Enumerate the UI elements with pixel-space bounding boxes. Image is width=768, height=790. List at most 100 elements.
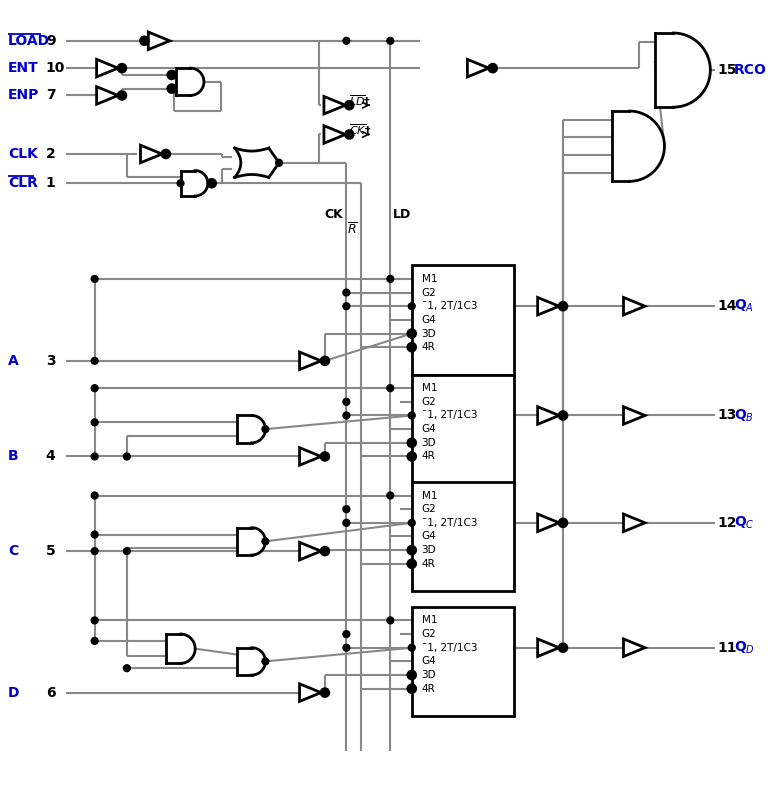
Circle shape — [91, 617, 98, 624]
Circle shape — [387, 385, 394, 392]
Polygon shape — [180, 634, 195, 664]
Bar — [412, 374, 515, 483]
Polygon shape — [237, 416, 252, 443]
Polygon shape — [195, 171, 208, 196]
Text: G2: G2 — [422, 288, 436, 298]
Text: G4: G4 — [422, 656, 436, 667]
Text: 12: 12 — [717, 516, 737, 530]
Polygon shape — [148, 32, 170, 50]
Circle shape — [387, 37, 394, 44]
Polygon shape — [300, 684, 321, 702]
Circle shape — [208, 179, 216, 187]
Text: Q$_B$: Q$_B$ — [733, 408, 753, 423]
Circle shape — [124, 665, 131, 672]
Circle shape — [262, 426, 269, 433]
Text: 4R: 4R — [422, 683, 435, 694]
Circle shape — [118, 64, 126, 72]
Circle shape — [343, 398, 349, 405]
Text: 2: 2 — [46, 147, 55, 161]
Circle shape — [343, 519, 349, 526]
Polygon shape — [468, 59, 489, 77]
Circle shape — [91, 357, 98, 364]
Polygon shape — [166, 634, 180, 664]
Polygon shape — [190, 68, 204, 96]
Text: 4R: 4R — [422, 342, 435, 352]
Polygon shape — [538, 514, 559, 532]
Circle shape — [346, 130, 353, 138]
Text: M1: M1 — [422, 383, 437, 393]
Circle shape — [409, 303, 415, 310]
Circle shape — [559, 644, 567, 652]
Polygon shape — [538, 407, 559, 424]
Text: ¯1, 2T/1C3: ¯1, 2T/1C3 — [422, 411, 477, 420]
Circle shape — [168, 71, 176, 79]
Circle shape — [343, 37, 349, 44]
Circle shape — [408, 672, 415, 679]
Text: 4: 4 — [46, 450, 55, 464]
Polygon shape — [97, 59, 118, 77]
Text: D: D — [8, 686, 19, 700]
Circle shape — [409, 519, 415, 526]
Circle shape — [387, 492, 394, 499]
Text: 11: 11 — [717, 641, 737, 655]
Circle shape — [409, 412, 415, 419]
Text: ¯1, 2T/1C3: ¯1, 2T/1C3 — [422, 643, 477, 653]
Circle shape — [343, 303, 349, 310]
Text: B: B — [8, 450, 18, 464]
Circle shape — [409, 645, 415, 651]
Text: M1: M1 — [422, 615, 437, 626]
Circle shape — [387, 617, 394, 624]
Text: 13: 13 — [717, 408, 737, 423]
Circle shape — [408, 560, 415, 568]
Circle shape — [560, 303, 567, 310]
Circle shape — [489, 64, 497, 72]
Polygon shape — [300, 543, 321, 560]
Circle shape — [208, 180, 215, 186]
Text: Q$_D$: Q$_D$ — [733, 640, 755, 656]
Text: Q$_A$: Q$_A$ — [733, 298, 753, 314]
Text: 14: 14 — [717, 299, 737, 313]
Circle shape — [321, 689, 329, 697]
Circle shape — [91, 547, 98, 555]
Circle shape — [559, 303, 567, 310]
Text: 7: 7 — [46, 88, 55, 103]
Polygon shape — [300, 448, 321, 465]
Circle shape — [560, 645, 567, 651]
Polygon shape — [237, 528, 252, 555]
Text: 10: 10 — [46, 61, 65, 75]
Circle shape — [343, 506, 349, 513]
Circle shape — [124, 453, 131, 460]
Text: Q$_C$: Q$_C$ — [733, 514, 754, 531]
Circle shape — [141, 37, 148, 45]
Text: A: A — [8, 354, 18, 368]
Polygon shape — [235, 149, 279, 178]
Circle shape — [408, 685, 415, 693]
Polygon shape — [237, 648, 252, 675]
Text: 3D: 3D — [422, 438, 436, 448]
Text: 3D: 3D — [422, 670, 436, 680]
Polygon shape — [324, 96, 346, 114]
Text: 3: 3 — [46, 354, 55, 368]
Text: ¯1, 2T/1C3: ¯1, 2T/1C3 — [422, 517, 477, 528]
Circle shape — [343, 630, 349, 638]
Text: 5: 5 — [46, 544, 55, 558]
Circle shape — [118, 92, 125, 99]
Circle shape — [118, 65, 125, 72]
Text: C: C — [8, 544, 18, 558]
Polygon shape — [324, 126, 346, 143]
Text: LD: LD — [393, 208, 412, 221]
Text: 4R: 4R — [422, 451, 435, 461]
Text: ¯1, 2T/1C3: ¯1, 2T/1C3 — [422, 301, 477, 311]
Circle shape — [276, 160, 283, 166]
Text: 6: 6 — [46, 686, 55, 700]
Text: $\overline{LD}$†: $\overline{LD}$† — [349, 93, 371, 109]
Text: $\overline{CK}$†: $\overline{CK}$† — [349, 122, 372, 138]
Circle shape — [321, 453, 329, 461]
Circle shape — [346, 101, 353, 109]
Polygon shape — [176, 68, 190, 96]
Circle shape — [91, 492, 98, 499]
Circle shape — [162, 150, 170, 158]
Text: CLK: CLK — [8, 147, 38, 161]
Circle shape — [321, 547, 329, 555]
Polygon shape — [300, 352, 321, 370]
